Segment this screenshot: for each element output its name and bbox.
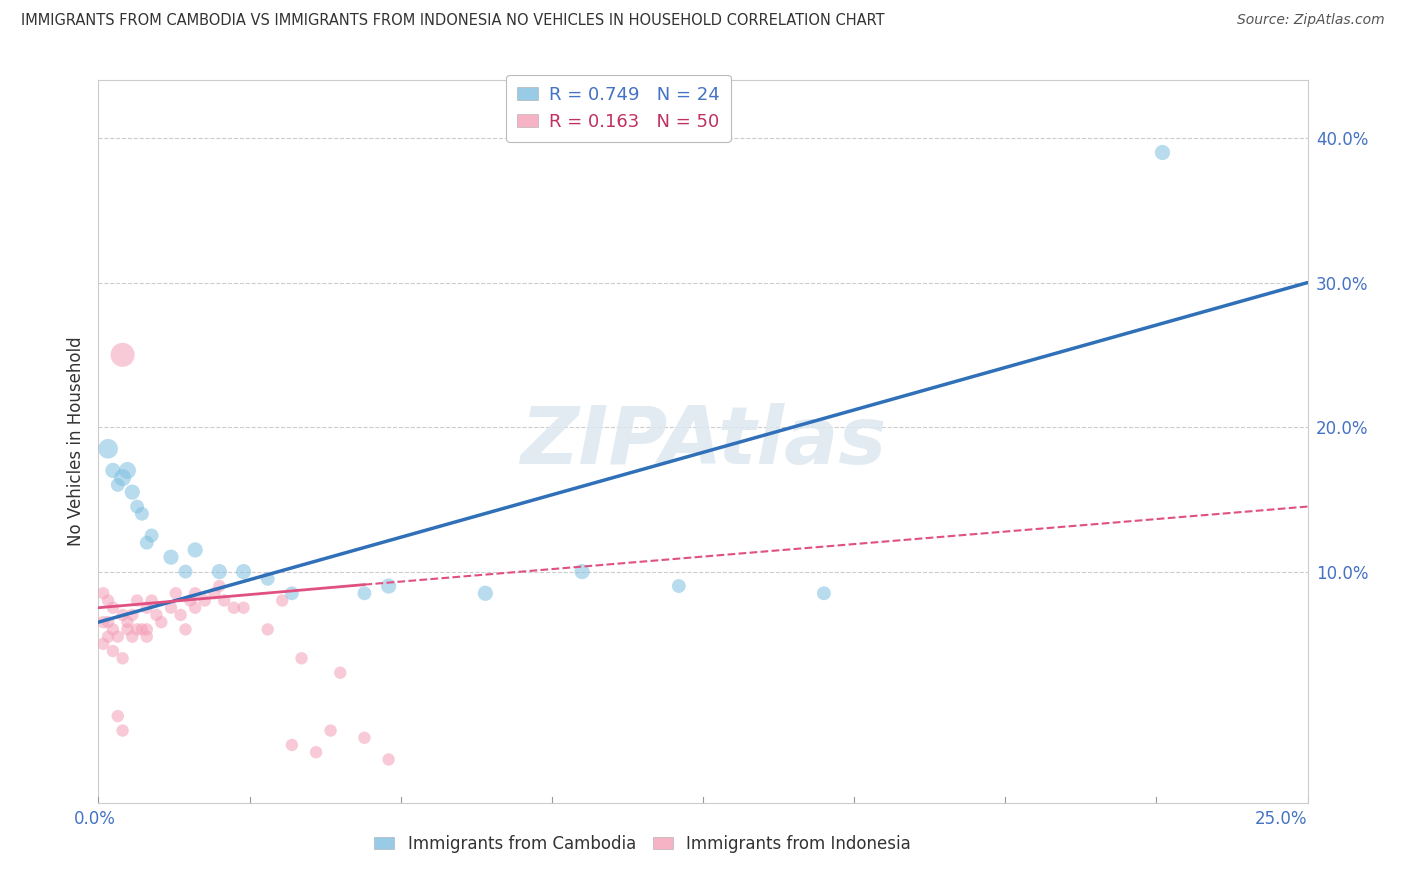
Point [101,623,124,637]
Point [377,752,399,766]
Point [281,738,304,752]
Point [101,463,124,477]
Point [174,623,197,637]
Point [131,623,153,637]
Point [91,615,114,630]
Point [377,579,399,593]
Point [232,565,254,579]
Point [256,623,278,637]
Point [271,593,294,607]
Y-axis label: No Vehicles in Household: No Vehicles in Household [66,336,84,547]
Point [184,600,207,615]
Point [117,463,139,477]
Point [117,623,139,637]
Point [160,550,183,565]
Point [571,565,593,579]
Point [1152,145,1174,160]
Point [329,665,352,680]
Point [813,586,835,600]
Point [174,565,197,579]
Text: Source: ZipAtlas.com: Source: ZipAtlas.com [1237,13,1385,28]
Point [111,651,134,665]
Point [91,637,114,651]
Point [127,593,149,607]
Point [474,586,496,600]
Point [111,607,134,622]
Point [212,593,235,607]
Point [232,600,254,615]
Point [101,600,124,615]
Text: IMMIGRANTS FROM CAMBODIA VS IMMIGRANTS FROM INDONESIA NO VEHICLES IN HOUSEHOLD C: IMMIGRANTS FROM CAMBODIA VS IMMIGRANTS F… [21,13,884,29]
Point [145,607,167,622]
Point [107,709,129,723]
Point [668,579,690,593]
Point [150,615,173,630]
Point [141,528,163,542]
Point [281,586,304,600]
Point [121,630,143,644]
Point [353,586,375,600]
Point [305,745,328,759]
Legend: Immigrants from Cambodia, Immigrants from Indonesia: Immigrants from Cambodia, Immigrants fro… [368,828,917,860]
Point [204,586,226,600]
Point [319,723,342,738]
Point [179,593,201,607]
Point [160,600,183,615]
Text: 25.0%: 25.0% [1256,810,1308,828]
Point [121,485,143,500]
Point [256,572,278,586]
Point [165,586,187,600]
Point [111,723,134,738]
Point [97,615,120,630]
Point [91,586,114,600]
Point [111,470,134,484]
Point [194,593,217,607]
Point [353,731,375,745]
Point [135,630,157,644]
Point [107,630,129,644]
Point [127,623,149,637]
Point [290,651,312,665]
Point [169,607,191,622]
Point [121,607,143,622]
Text: ZIPAtlas: ZIPAtlas [520,402,886,481]
Point [131,507,153,521]
Point [184,542,207,557]
Point [208,565,231,579]
Point [127,500,149,514]
Point [97,630,120,644]
Point [117,615,139,630]
Point [222,600,245,615]
Point [97,593,120,607]
Point [135,535,157,549]
Point [141,593,163,607]
Point [111,348,134,362]
Point [107,478,129,492]
Point [101,644,124,658]
Text: 0.0%: 0.0% [75,810,117,828]
Point [208,579,231,593]
Point [135,623,157,637]
Point [97,442,120,456]
Point [184,586,207,600]
Point [135,600,157,615]
